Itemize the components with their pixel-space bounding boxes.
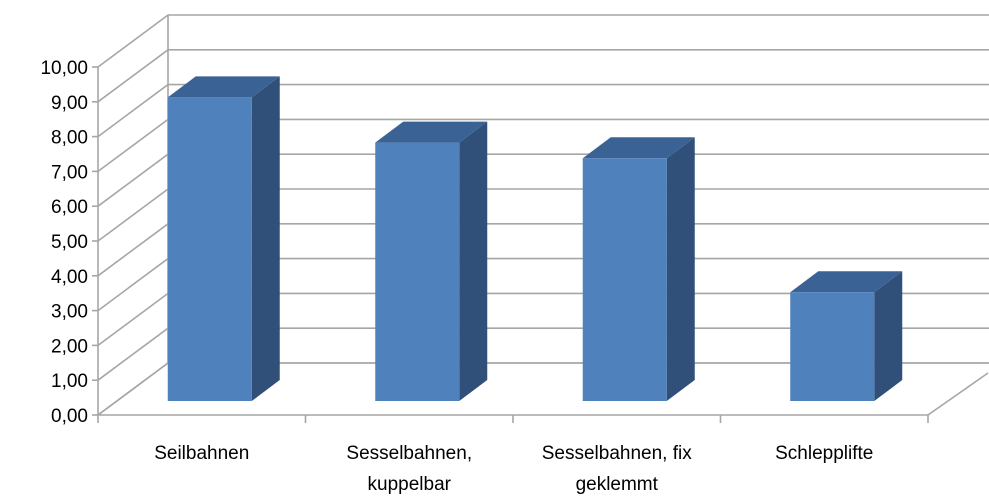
x-category-label-line: Sesselbahnen, fix bbox=[542, 443, 692, 464]
bars bbox=[167, 76, 903, 402]
bar-front bbox=[375, 142, 460, 401]
x-category-label-line: geklemmt bbox=[576, 474, 659, 495]
x-category-label-line: Seilbahnen bbox=[154, 443, 249, 464]
bar-side bbox=[666, 137, 695, 401]
bar bbox=[167, 76, 280, 402]
x-category-label: Schlepplifte bbox=[775, 443, 873, 464]
bar-front bbox=[582, 158, 667, 401]
y-tick-label: 9,00 bbox=[51, 93, 88, 114]
y-tick-label: 7,00 bbox=[51, 162, 88, 183]
x-category-label: Sesselbahnen, fix geklemmt bbox=[542, 443, 692, 495]
y-tick-label: 6,00 bbox=[51, 197, 88, 218]
bar-top bbox=[167, 76, 280, 98]
gridline bbox=[97, 14, 989, 68]
y-tick-label: 3,00 bbox=[51, 302, 88, 323]
bar-side bbox=[251, 76, 280, 402]
bar-side bbox=[874, 271, 903, 401]
gridline bbox=[97, 83, 989, 138]
x-category-label: Sesselbahnen, kuppelbar bbox=[346, 443, 472, 495]
bar-top bbox=[582, 137, 695, 159]
x-category-label-line: Schlepplifte bbox=[775, 443, 873, 464]
y-tick-labels: 0,00 1,00 2,00 3,00 4,00 5,00 6,00 7,00 8,00 9,00… bbox=[40, 58, 88, 427]
bar bbox=[375, 121, 488, 401]
y-tick-label: 5,00 bbox=[51, 232, 88, 253]
bar-side bbox=[459, 121, 488, 401]
x-category-label-line: kuppelbar bbox=[368, 474, 452, 495]
y-tick-label: 2,00 bbox=[51, 336, 88, 357]
bar-top bbox=[790, 271, 903, 293]
y-tick-label: 4,00 bbox=[51, 267, 88, 288]
x-category-labels: Seilbahnen Sesselbahnen, kuppelbarSesselba… bbox=[154, 443, 873, 495]
floor-right-edge bbox=[927, 372, 989, 416]
y-tick-label: 10,00 bbox=[40, 58, 88, 79]
x-category-label: Seilbahnen bbox=[154, 443, 249, 464]
y-tick-label: 8,00 bbox=[51, 128, 88, 149]
bar bbox=[582, 137, 695, 401]
y-tick-label: 0,00 bbox=[51, 406, 88, 427]
y-tick-label: 1,00 bbox=[51, 371, 88, 392]
bar-top bbox=[375, 121, 488, 143]
gridline bbox=[97, 48, 989, 103]
axes bbox=[92, 66, 929, 423]
x-category-label-line: Sesselbahnen, bbox=[346, 443, 472, 464]
bar-front bbox=[790, 292, 875, 401]
bar bbox=[790, 271, 903, 401]
bar-front bbox=[167, 97, 252, 402]
